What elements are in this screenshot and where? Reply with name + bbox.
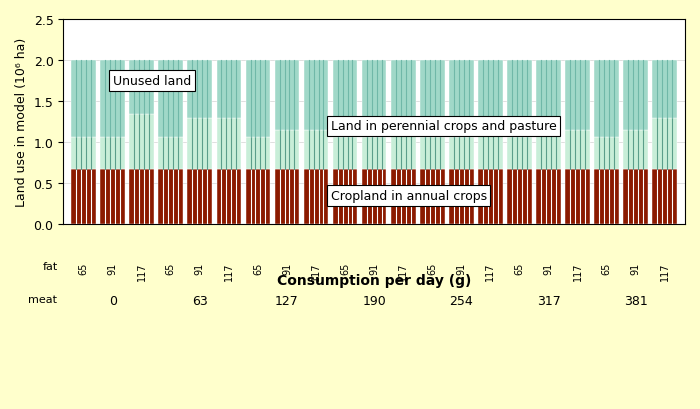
Bar: [304, 169, 328, 225]
Bar: [594, 61, 619, 138]
Bar: [188, 118, 212, 169]
Bar: [536, 130, 561, 169]
Bar: [652, 118, 677, 169]
Bar: [478, 61, 503, 130]
Bar: [130, 61, 154, 114]
Bar: [362, 61, 386, 138]
Text: 117: 117: [136, 262, 147, 280]
Bar: [158, 138, 183, 169]
Bar: [71, 138, 96, 169]
Bar: [652, 169, 677, 225]
Bar: [71, 61, 96, 138]
Bar: [216, 169, 242, 225]
Y-axis label: Land use in model (10⁶ ha): Land use in model (10⁶ ha): [15, 38, 28, 207]
Text: Land in perennial crops and pasture: Land in perennial crops and pasture: [330, 120, 556, 133]
Text: 91: 91: [631, 262, 640, 274]
Bar: [391, 61, 416, 130]
Bar: [71, 169, 96, 225]
Text: 91: 91: [543, 262, 554, 274]
Bar: [391, 130, 416, 169]
Bar: [449, 61, 474, 138]
Bar: [362, 138, 386, 169]
Bar: [623, 61, 648, 130]
Bar: [304, 130, 328, 169]
Bar: [274, 130, 300, 169]
Bar: [449, 169, 474, 225]
Text: 127: 127: [275, 294, 299, 308]
Bar: [274, 61, 300, 130]
Bar: [100, 169, 125, 225]
Text: 65: 65: [427, 262, 438, 274]
Bar: [478, 169, 503, 225]
Bar: [158, 61, 183, 138]
Bar: [565, 61, 590, 130]
Text: 190: 190: [363, 294, 386, 308]
Text: Cropland in annual crops: Cropland in annual crops: [330, 190, 486, 203]
Text: 91: 91: [282, 262, 292, 274]
Bar: [332, 169, 358, 225]
Text: 65: 65: [78, 262, 89, 274]
Text: 65: 65: [253, 262, 263, 274]
Bar: [130, 169, 154, 225]
Bar: [449, 138, 474, 169]
Bar: [507, 169, 532, 225]
Bar: [652, 61, 677, 118]
Bar: [246, 61, 270, 138]
Text: 317: 317: [537, 294, 560, 308]
Bar: [188, 169, 212, 225]
Text: 117: 117: [224, 262, 234, 280]
Bar: [536, 61, 561, 130]
Bar: [216, 118, 242, 169]
Bar: [536, 169, 561, 225]
Text: meat: meat: [29, 294, 57, 305]
Text: 0: 0: [108, 294, 117, 308]
Bar: [594, 138, 619, 169]
Text: 91: 91: [369, 262, 379, 274]
Bar: [158, 169, 183, 225]
Text: 65: 65: [340, 262, 350, 274]
Bar: [362, 169, 386, 225]
Bar: [100, 61, 125, 138]
Bar: [246, 169, 270, 225]
Text: 117: 117: [573, 262, 582, 280]
Bar: [594, 169, 619, 225]
Text: Unused land: Unused land: [113, 75, 191, 88]
Bar: [565, 169, 590, 225]
Bar: [130, 114, 154, 169]
Bar: [565, 130, 590, 169]
Bar: [623, 130, 648, 169]
Text: 117: 117: [311, 262, 321, 280]
Text: 381: 381: [624, 294, 648, 308]
Bar: [420, 138, 444, 169]
Bar: [246, 138, 270, 169]
Bar: [478, 130, 503, 169]
Text: 117: 117: [485, 262, 496, 280]
Bar: [507, 138, 532, 169]
Text: 65: 65: [166, 262, 176, 274]
Text: 63: 63: [192, 294, 208, 308]
Bar: [274, 169, 300, 225]
Bar: [420, 169, 444, 225]
Text: 91: 91: [456, 262, 466, 274]
Bar: [100, 138, 125, 169]
Text: 117: 117: [659, 262, 670, 280]
Text: 117: 117: [398, 262, 408, 280]
Text: 254: 254: [449, 294, 473, 308]
Bar: [332, 138, 358, 169]
Bar: [391, 169, 416, 225]
Bar: [188, 61, 212, 118]
Bar: [216, 61, 242, 118]
Bar: [332, 61, 358, 138]
Text: 91: 91: [108, 262, 118, 274]
Text: 65: 65: [601, 262, 612, 274]
Bar: [420, 61, 444, 138]
Text: 91: 91: [195, 262, 205, 274]
Bar: [623, 169, 648, 225]
Text: 65: 65: [514, 262, 524, 274]
Text: fat: fat: [42, 262, 57, 272]
X-axis label: Consumption per day (g): Consumption per day (g): [277, 273, 471, 288]
Bar: [304, 61, 328, 130]
Bar: [507, 61, 532, 138]
